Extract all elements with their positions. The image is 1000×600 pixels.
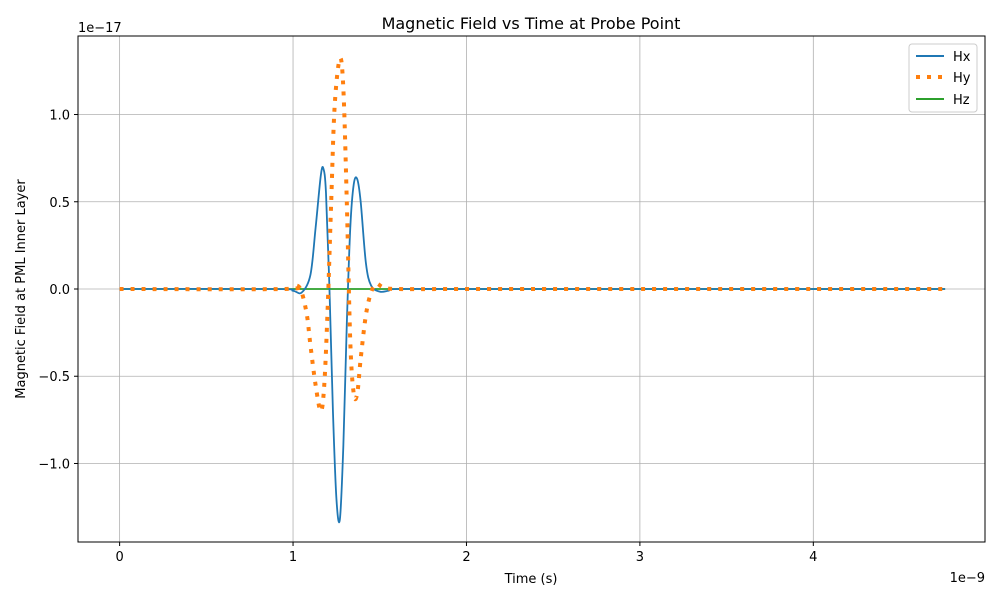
- x-tick-label: 2: [462, 550, 470, 565]
- legend-label-hx: Hx: [953, 50, 971, 65]
- tick-layer: 0 1 2 3 4 −1.0 −0.5 0.0 0.5 1.0: [38, 109, 817, 565]
- chart-title: Magnetic Field vs Time at Probe Point: [382, 14, 681, 33]
- y-tick-label: 0.0: [49, 283, 70, 298]
- x-tick-label: 1: [289, 550, 297, 565]
- legend-label-hz: Hz: [953, 93, 970, 108]
- x-tick-label: 3: [636, 550, 644, 565]
- y-exponent-label: 1e−17: [78, 21, 122, 36]
- x-tick-label: 0: [115, 550, 123, 565]
- legend-label-hy: Hy: [953, 71, 971, 86]
- y-tick-label: 0.5: [49, 196, 70, 211]
- series-line-hx: [119, 166, 946, 524]
- y-axis-label: Magnetic Field at PML Inner Layer: [14, 179, 29, 399]
- series-line-hy: [119, 56, 946, 414]
- x-tick-label: 4: [809, 550, 817, 565]
- legend: Hx Hy Hz: [908, 43, 978, 113]
- y-tick-label: −1.0: [38, 457, 70, 472]
- series-layer: [119, 56, 946, 524]
- y-tick-label: 1.0: [49, 109, 70, 124]
- legend-box: [908, 43, 978, 113]
- x-exponent-label: 1e−9: [950, 571, 985, 586]
- y-tick-label: −0.5: [38, 370, 70, 385]
- x-axis-label: Time (s): [504, 572, 558, 587]
